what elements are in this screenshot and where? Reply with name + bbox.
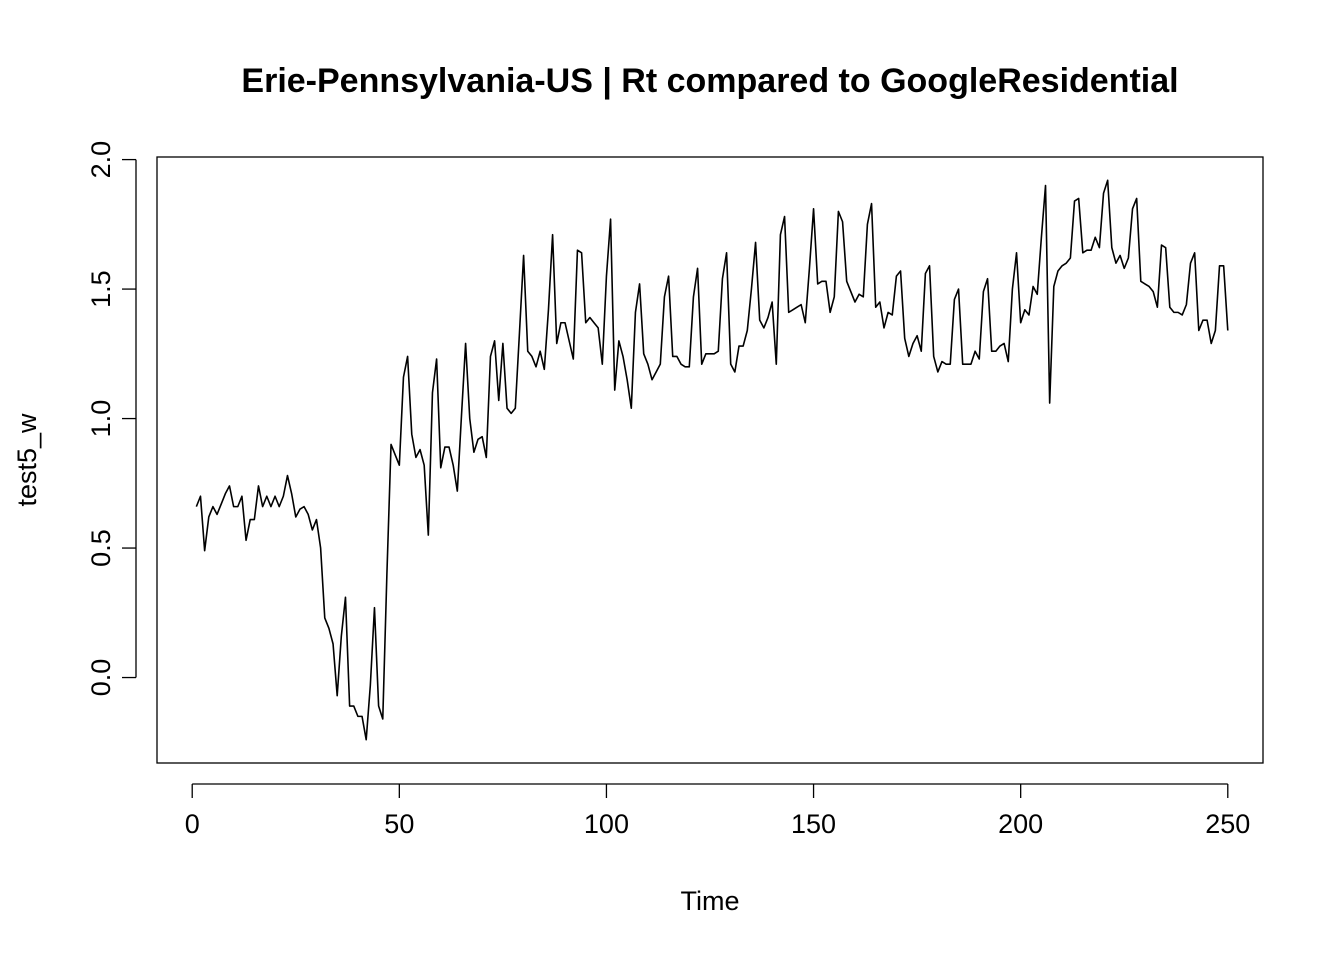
x-tick-label: 200 [998, 809, 1043, 839]
chart-title: Erie-Pennsylvania-US | Rt compared to Go… [241, 62, 1178, 100]
y-tick-label: 1.0 [86, 400, 116, 438]
x-axis-label: Time [681, 886, 740, 916]
y-tick-label: 0.5 [86, 529, 116, 567]
plot-area-border [156, 156, 1264, 764]
x-tick-label: 0 [185, 809, 200, 839]
y-tick-label: 2.0 [86, 141, 116, 179]
x-tick-label: 250 [1205, 809, 1250, 839]
x-tick-label: 50 [384, 809, 414, 839]
x-tick-label: 150 [791, 809, 836, 839]
y-tick-label: 1.5 [86, 270, 116, 308]
series-line-1 [195, 179, 1229, 741]
series-group [195, 179, 1229, 741]
y-axis-label: test5_w [12, 413, 42, 507]
x-axis: 0 50 100 150 200 250 [185, 783, 1250, 839]
y-axis: 0.0 0.5 1.0 1.5 2.0 [86, 141, 137, 697]
x-tick-label: 100 [584, 809, 629, 839]
y-tick-label: 0.0 [86, 659, 116, 697]
